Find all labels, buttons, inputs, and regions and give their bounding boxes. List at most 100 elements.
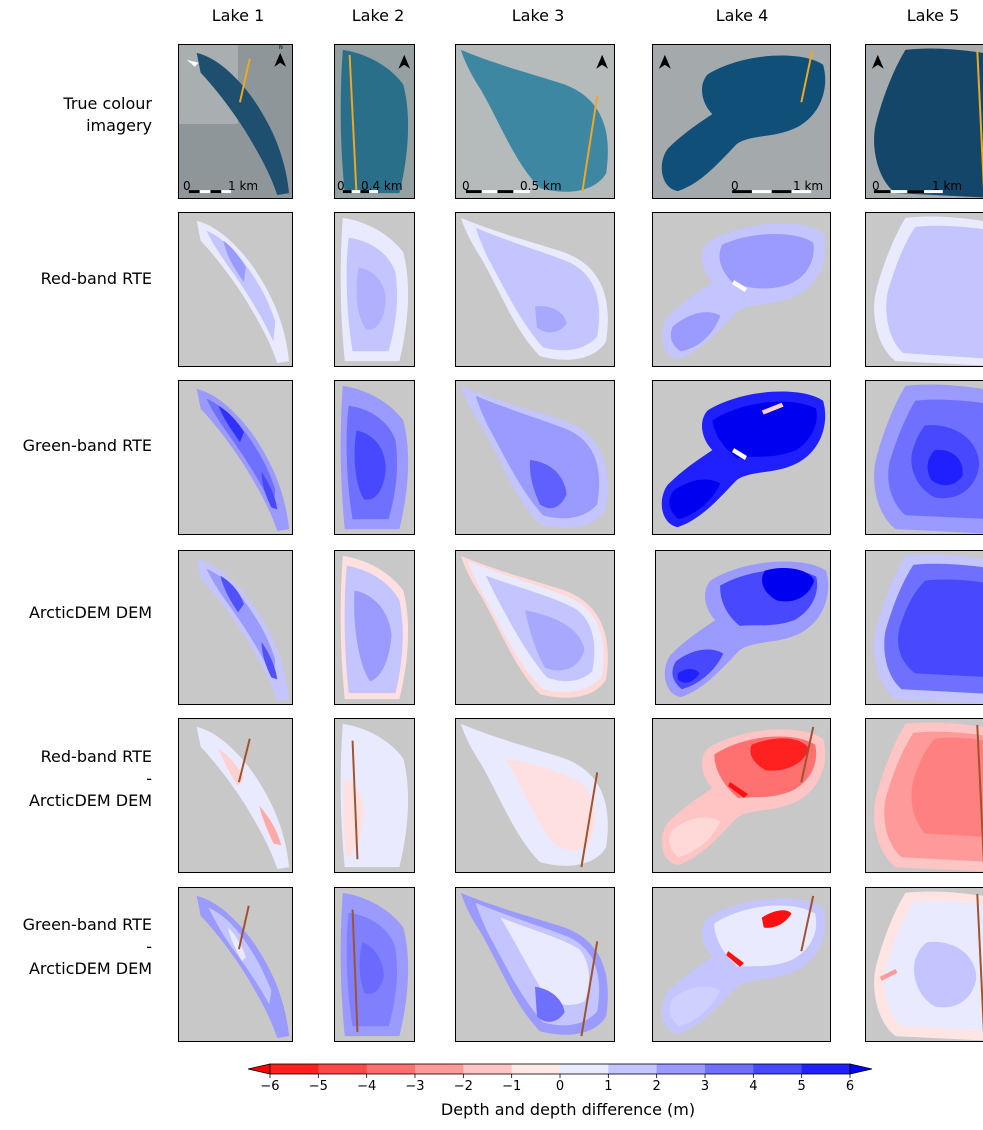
- depth-map: [460, 217, 608, 360]
- green-rte-panel-lake-2: [334, 380, 415, 535]
- scale-start: 0: [337, 179, 345, 193]
- scale-start: 0: [462, 179, 470, 193]
- profile-line: [238, 58, 251, 103]
- depth-map: [196, 388, 290, 532]
- depth-map: [340, 555, 409, 700]
- row-label-line: True colour: [63, 94, 152, 113]
- imagery-lake-1: [179, 45, 292, 198]
- north-arrow-icon: [658, 54, 671, 69]
- depth-map: [460, 385, 608, 528]
- depth-map: [196, 558, 290, 702]
- imagery-lake-4: [653, 45, 830, 198]
- imagery-panel-lake-4: 0 1 km: [652, 44, 831, 199]
- depth-map: [874, 216, 983, 366]
- profile-line: [800, 50, 814, 103]
- north-arrow-icon: [274, 52, 287, 67]
- profile-line: [800, 726, 815, 783]
- red-diff-panel-lake-1: [178, 718, 293, 873]
- difference-map: [874, 722, 983, 872]
- row-label-line: Red-band RTE: [40, 269, 152, 288]
- colorbar-tick-label: 1: [604, 1079, 613, 1094]
- scale-end: 0.4 km: [361, 179, 403, 193]
- row-label-line: imagery: [86, 116, 152, 135]
- profile-line: [351, 909, 359, 1033]
- colorbar-tick-label: −3: [405, 1079, 425, 1094]
- green-diff-panel-lake-4: [652, 887, 831, 1042]
- arcticdem-panel-lake-1: [178, 550, 293, 705]
- red-rte-panel-lake-5: [865, 212, 983, 367]
- colorbar-segment: [608, 1064, 658, 1074]
- colorbar: [247, 1063, 873, 1078]
- green-rte-panel-lake-5: [865, 380, 983, 535]
- colorbar-segment: [656, 1064, 706, 1074]
- red-diff-panel-lake-5: [865, 718, 983, 873]
- colorbar-tick-label: 3: [700, 1079, 710, 1094]
- scale-end: 0.5 km: [520, 179, 562, 193]
- imagery-panel-lake-2: 0 0.4 km: [334, 44, 415, 199]
- arcticdem-panel-lake-4: [655, 550, 831, 705]
- colorbar-tick-label: 0: [555, 1079, 565, 1094]
- imagery-panel-lake-5: 0 1 km: [865, 44, 983, 199]
- row-label-line: ArcticDEM DEM: [28, 603, 152, 622]
- row-label-true-colour: True colour imagery: [0, 93, 152, 137]
- imagery-panel-lake-1: N 0 1 km: [178, 44, 293, 199]
- colorbar-tick-label: 6: [845, 1079, 855, 1094]
- colorbar-segment: [753, 1064, 803, 1074]
- colorbar-tick-label: −4: [357, 1079, 377, 1094]
- row-label-green-diff: Green-band RTE - ArcticDEM DEM: [0, 914, 152, 980]
- profile-line: [976, 893, 983, 1033]
- difference-map: [460, 892, 608, 1037]
- arcticdem-panel-lake-3: [455, 550, 615, 705]
- colorbar-segment: [366, 1064, 416, 1074]
- green-rte-panel-lake-3: [455, 380, 615, 535]
- difference-map: [661, 726, 826, 866]
- depth-map: [340, 385, 409, 530]
- difference-map: [460, 723, 608, 868]
- colorbar-segment: [705, 1064, 754, 1074]
- green-diff-panel-lake-2: [334, 887, 415, 1042]
- colorbar-segment: [463, 1064, 513, 1074]
- row-label-line: Green-band RTE: [22, 915, 152, 934]
- colorbar-title: Depth and depth difference (m): [440, 1100, 696, 1119]
- colorbar-tick-label: −5: [308, 1079, 328, 1094]
- profile-line: [976, 724, 983, 864]
- profile-line: [351, 740, 359, 860]
- arcticdem-panel-lake-5: [865, 550, 983, 705]
- colorbar-segment: [560, 1064, 609, 1074]
- colorbar-tick-label: −1: [502, 1079, 522, 1094]
- colorbar-tick-label: 2: [652, 1079, 661, 1094]
- colorbar-tick-label: 4: [749, 1079, 758, 1094]
- colorbar-segment: [511, 1064, 561, 1074]
- north-arrow-icon: [596, 54, 609, 69]
- row-label-line: -: [146, 769, 152, 788]
- scale-end: 1 km: [932, 179, 963, 193]
- imagery-lake-2: [335, 45, 414, 198]
- red-diff-panel-lake-3: [455, 718, 615, 873]
- row-label-line: ArcticDEM DEM: [28, 791, 152, 810]
- scale-end: 1 km: [228, 179, 259, 193]
- red-rte-panel-lake-1: [178, 212, 293, 367]
- green-diff-panel-lake-3: [455, 887, 615, 1042]
- depth-map: [661, 223, 826, 360]
- imagery-panel-lake-3: 0 0.5 km: [455, 44, 615, 199]
- colorbar-extend-low: [247, 1063, 271, 1075]
- red-rte-panel-lake-2: [334, 212, 415, 367]
- depth-map: [340, 217, 409, 362]
- profile-line: [348, 54, 358, 194]
- difference-map: [874, 891, 983, 1041]
- north-arrow-icon: [398, 54, 411, 69]
- profile-line: [800, 895, 815, 952]
- red-rte-panel-lake-4: [652, 212, 831, 367]
- row-label-red-diff: Red-band RTE - ArcticDEM DEM: [0, 746, 152, 812]
- profile-line: [237, 905, 250, 950]
- colorbar-segment: [318, 1064, 368, 1074]
- red-diff-panel-lake-2: [334, 718, 415, 873]
- red-rte-panel-lake-3: [455, 212, 615, 367]
- difference-map: [340, 892, 409, 1037]
- colorbar-extend-high: [849, 1063, 873, 1075]
- green-diff-panel-lake-1: [178, 887, 293, 1042]
- row-label-line: ArcticDEM DEM: [28, 959, 152, 978]
- profile-line: [580, 772, 599, 868]
- scale-start: 0: [183, 179, 191, 193]
- colorbar-segment: [415, 1064, 464, 1074]
